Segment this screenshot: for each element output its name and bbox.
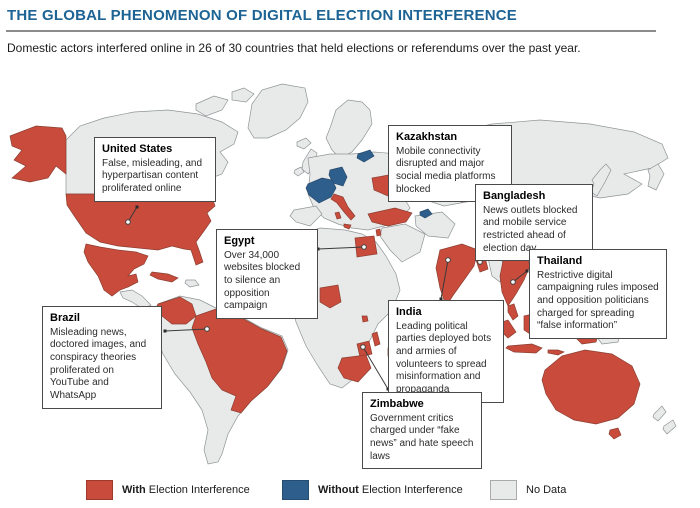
country-turkey (367, 207, 413, 227)
callout-brazil: Brazil Misleading news, doctored images,… (42, 306, 162, 409)
country-italy (330, 193, 356, 221)
arabia (379, 223, 426, 263)
legend-swatch-blue (282, 479, 309, 500)
callout-body: News outlets blocked and mobile service … (483, 204, 578, 254)
callout-title: Thailand (537, 255, 583, 267)
country-mexico (83, 243, 149, 297)
map-legend: With Election Interference Without Elect… (0, 479, 700, 502)
callout-title: Egypt (224, 235, 255, 247)
country-italy-sicily (343, 223, 352, 230)
country-ireland (293, 166, 305, 177)
callout-body: False, misleading, and hyperpartisan con… (102, 157, 203, 195)
country-estonia (356, 149, 375, 163)
country-australia (541, 349, 641, 425)
legend-label: No Data (526, 483, 567, 496)
country-india (435, 243, 479, 307)
country-rwanda (361, 315, 369, 323)
country-new-zealand (652, 405, 667, 422)
country-hispaniola (184, 279, 200, 288)
callout-title: Zimbabwe (370, 398, 424, 410)
callout-title: Brazil (50, 312, 80, 324)
callout-india: India Leading political parties deployed… (388, 300, 504, 403)
country-new-zealand (662, 419, 677, 435)
country-brazil (191, 308, 288, 414)
legend-swatch-gray (490, 479, 517, 500)
kamchatka (647, 163, 665, 191)
callout-united-states: United States False, misleading, and hyp… (94, 137, 216, 202)
legend-swatch-red (86, 479, 113, 500)
country-azerbaijan (419, 208, 433, 219)
country-indonesia-lesser-sunda (547, 349, 565, 356)
callout-title: Bangladesh (483, 190, 546, 202)
legend-label: Without Election Interference (318, 483, 463, 496)
title-divider (6, 30, 656, 32)
country-united-states (65, 191, 216, 266)
legend-label: With Election Interference (122, 483, 250, 496)
callout-title: Kazakhstan (396, 131, 458, 143)
callout-body: Over 34,000 websites blocked to silence … (224, 249, 301, 312)
country-france (305, 177, 337, 204)
country-iceland (296, 137, 312, 150)
iberia (289, 205, 323, 227)
callout-egypt: Egypt Over 34,000 websites blocked to si… (216, 229, 318, 320)
callout-zimbabwe: Zimbabwe Government critics charged unde… (362, 392, 482, 470)
callout-thailand: Thailand Restrictive digital campaigning… (529, 249, 667, 340)
page-title: THE GLOBAL PHENOMENON OF DIGITAL ELECTIO… (7, 7, 517, 24)
legend-item-no-data: No Data (490, 479, 567, 500)
country-malawi (371, 331, 381, 347)
callout-body: Misleading news, doctored images, and co… (50, 326, 147, 402)
page-subtitle: Domestic actors interfered online in 26 … (7, 41, 581, 55)
country-germany (328, 166, 348, 187)
callout-body: Government critics charged under “fake n… (370, 412, 474, 462)
callout-title: India (396, 306, 422, 318)
callout-body: Restrictive digital campaigning rules im… (537, 269, 659, 332)
country-australia-tasmania (608, 427, 622, 440)
legend-item-without-interference: Without Election Interference (282, 479, 463, 500)
callout-body: Mobile connectivity disrupted and major … (396, 145, 496, 195)
country-greenland (247, 83, 309, 139)
canada-arctic-islands (231, 87, 255, 103)
scandinavia (325, 99, 373, 159)
callout-bangladesh: Bangladesh News outlets blocked and mobi… (475, 184, 593, 262)
country-nigeria (319, 284, 342, 309)
country-south-africa (337, 354, 372, 383)
country-indonesia-java (505, 343, 543, 354)
canada-arctic-islands (195, 95, 229, 117)
callout-kazakhstan: Kazakhstan Mobile connectivity disrupted… (388, 125, 512, 203)
country-united-states-alaska (9, 125, 67, 183)
country-japan (590, 163, 612, 197)
callout-body: Leading political parties deployed bots … (396, 320, 492, 396)
country-cuba (149, 271, 179, 283)
country-iran (414, 211, 456, 239)
country-malaysia (507, 303, 519, 321)
country-italy-sardinia (334, 211, 342, 220)
callout-title: United States (102, 143, 173, 155)
legend-item-with-interference: With Election Interference (86, 479, 250, 500)
country-israel (375, 228, 382, 237)
